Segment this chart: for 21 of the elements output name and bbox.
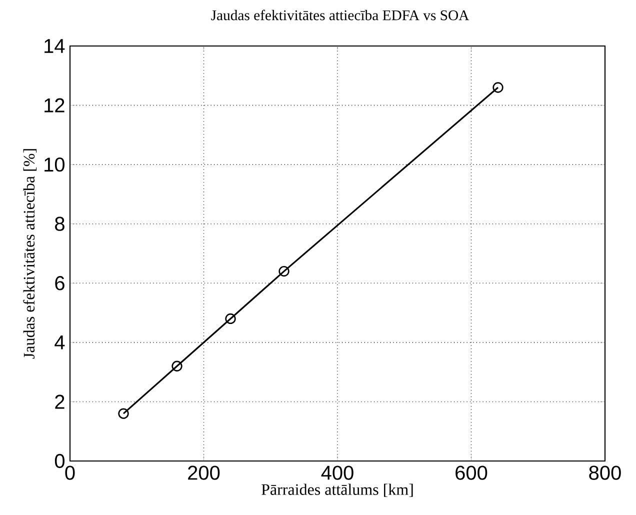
point [225,313,236,324]
point [492,82,504,93]
x-tick-label: 0 [65,466,75,480]
point [278,266,290,277]
y-tick-label: 12 [44,98,64,112]
y-tick-label: 4 [54,336,65,350]
point [118,408,129,419]
point [172,360,182,372]
x-axis-title: Pārraides attālums [km] [262,484,413,497]
y-tick-label: 0 [54,454,64,468]
y-tick-label: 10 [44,157,64,172]
chart-title: Jaudas efektivitātes attiecība EDFA vs SOA [211,10,470,20]
y-tick-label: 14 [44,39,65,53]
y-tick-label: 8 [55,216,64,231]
x-tick-label: 800 [589,466,621,480]
y-tick-label: 6 [55,276,64,290]
y-axis-title: Jaudas efektivitātes attiecība [%] [23,149,37,359]
x-tick-label: 400 [321,466,354,480]
x-tick-label: 200 [188,466,220,480]
x-tick-label: 600 [456,466,488,480]
y-tick-label: 2 [55,394,64,409]
